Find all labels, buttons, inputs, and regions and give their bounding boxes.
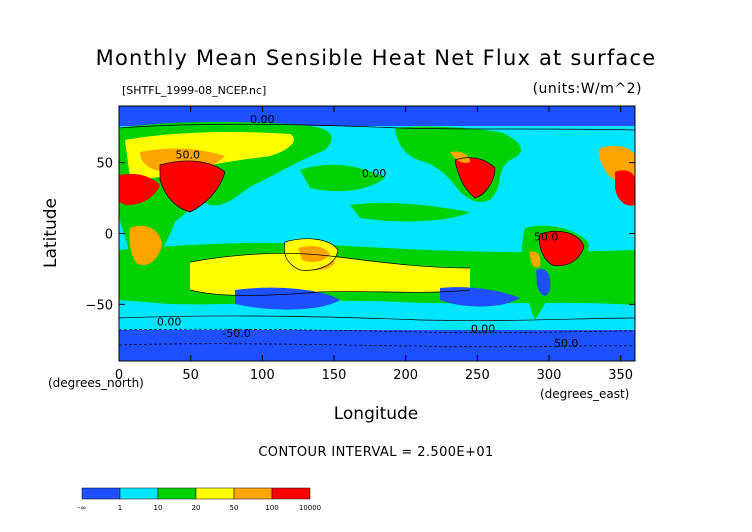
contour-label: 0.00 — [250, 113, 275, 126]
units-label: (units:W/m^2) — [532, 81, 642, 97]
y-tick-label: 50 — [96, 157, 113, 172]
legend-label: 1 — [118, 504, 122, 512]
southern-blue-patch — [235, 287, 340, 310]
southern-africa-orange — [129, 225, 162, 266]
x-tick-label: 200 — [393, 368, 418, 383]
x-tick-label: 0 — [115, 368, 123, 383]
x-units-left: (degrees_north) — [48, 376, 144, 390]
source-file-label: [SHTFL_1999-08_NCEP.nc] — [122, 84, 267, 97]
y-tick-label: −50 — [86, 298, 113, 313]
x-tick-label: 100 — [250, 368, 275, 383]
legend-colorbar: -∞ 1 10 20 50 100 10000 — [78, 487, 321, 512]
x-tick-label: 300 — [537, 368, 562, 383]
andes-orange — [530, 251, 541, 268]
legend-swatch — [157, 487, 197, 500]
contour-interval-label: CONTOUR INTERVAL = 2.500E+01 — [258, 445, 494, 460]
legend-label: 10 — [154, 504, 163, 512]
contour-label: -50.0 — [222, 327, 250, 340]
contour-label: 0.00 — [157, 316, 182, 329]
contour-line — [119, 315, 635, 321]
legend-label: 100 — [265, 504, 278, 512]
antarctic-cyan-edge — [119, 318, 635, 330]
legend-label: 50 — [230, 504, 239, 512]
contour-label: 0.00 — [471, 323, 496, 336]
southern-yellow-band — [190, 253, 470, 296]
north-pacific-green — [300, 164, 385, 192]
contour-lines — [119, 123, 635, 348]
southern-blue-patch-2 — [440, 287, 520, 307]
legend-swatch — [119, 487, 159, 500]
contour-line — [119, 123, 635, 131]
map-field: 0.00 50.0 0.00 50.0 0.00 -50.0 0.00 50.0 — [119, 106, 635, 361]
contour-line — [189, 289, 471, 296]
legend-label: 10000 — [299, 504, 321, 512]
x-tick-label: 250 — [465, 368, 490, 383]
contour-line — [159, 160, 226, 213]
western-us-red — [455, 157, 495, 198]
legend-swatch — [271, 487, 311, 500]
legend-swatch — [195, 487, 235, 500]
contour-label: 0.00 — [362, 167, 387, 180]
canada-orange — [450, 151, 470, 163]
arabian-sea-patch — [195, 208, 212, 228]
legend-label: -∞ — [78, 504, 86, 512]
y-tick-label: 0 — [105, 228, 113, 243]
legend-swatch — [233, 487, 273, 500]
contour-line-dashed — [119, 328, 635, 334]
contour-line — [283, 238, 339, 271]
contour-label-layer: 0.00 50.0 0.00 50.0 0.00 -50.0 0.00 50.0 — [157, 113, 579, 350]
australia-orange — [298, 246, 330, 262]
middle-east-red — [160, 160, 225, 212]
contour-line-dashed — [119, 343, 635, 348]
contour-label: 50.0 — [176, 148, 201, 161]
equatorial-green — [350, 202, 470, 222]
contour-line — [189, 252, 471, 269]
patagonia-blue — [536, 268, 551, 296]
legend-swatch — [81, 487, 121, 500]
contour-line — [539, 231, 585, 267]
contour-label: 50.0 — [534, 231, 559, 244]
x-tick-label: 50 — [182, 368, 199, 383]
x-tick-label: 350 — [608, 368, 633, 383]
x-units-right: (degrees_east) — [540, 387, 630, 401]
brazil-red — [539, 231, 584, 266]
arctic-blue — [119, 106, 635, 126]
contour-line — [454, 157, 496, 199]
europe-east-red — [615, 170, 635, 206]
antarctica-landmass — [119, 334, 635, 361]
chart-title: Monthly Mean Sensible Heat Net Flux at s… — [95, 46, 657, 70]
x-axis-label: Longitude — [333, 404, 419, 424]
contour-label: 50.0 — [554, 337, 579, 350]
sahara-red — [119, 173, 160, 206]
x-tick-label: 150 — [322, 368, 347, 383]
legend-label: 20 — [192, 504, 201, 512]
axes-layer: 0 50 100 150 200 250 300 350 50 0 −50 — [86, 106, 635, 383]
